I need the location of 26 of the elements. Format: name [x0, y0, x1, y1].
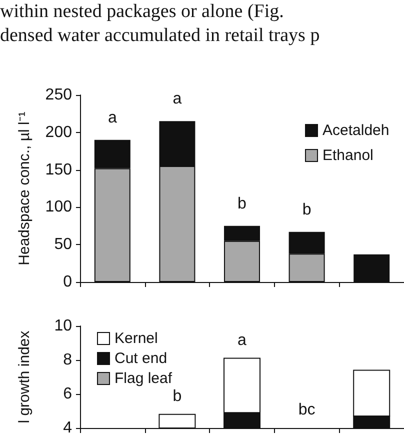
- data-label: b: [238, 195, 247, 212]
- y-tick-label: 4: [63, 420, 72, 436]
- y-tick-label: 10: [54, 318, 72, 334]
- y-tick-label: 200: [45, 124, 72, 141]
- text: within nested packages or alone (Fig.: [0, 1, 284, 22]
- legend-label: Cut end: [114, 350, 168, 367]
- y-axis-title: Headspace conc., µl l⁻¹: [16, 112, 33, 266]
- y-tick-label: 0: [63, 274, 72, 290]
- legend-label: Flag leaf: [114, 370, 173, 387]
- data-label: a: [108, 109, 117, 126]
- data-label: b: [172, 388, 182, 405]
- data-label: a: [238, 332, 247, 349]
- text: bc: [298, 402, 316, 418]
- text: densed water accumulated in retail trays p: [0, 25, 320, 46]
- y-tick-label: 50: [54, 236, 72, 254]
- y-tick-label: 100: [45, 198, 72, 216]
- y-tick-label: 8: [63, 352, 72, 368]
- y-tick-label: 250: [45, 86, 72, 104]
- legend-label: Ethanol: [322, 147, 374, 164]
- legend-label: Acetaldeh: [322, 122, 390, 139]
- y-tick-label: 150: [45, 161, 72, 178]
- legend-label: Kernel: [114, 330, 158, 347]
- y-axis-title: l growth index: [16, 330, 33, 424]
- y-tick-label: 6: [63, 386, 72, 402]
- data-label: a: [172, 90, 182, 108]
- data-label: b: [302, 201, 312, 218]
